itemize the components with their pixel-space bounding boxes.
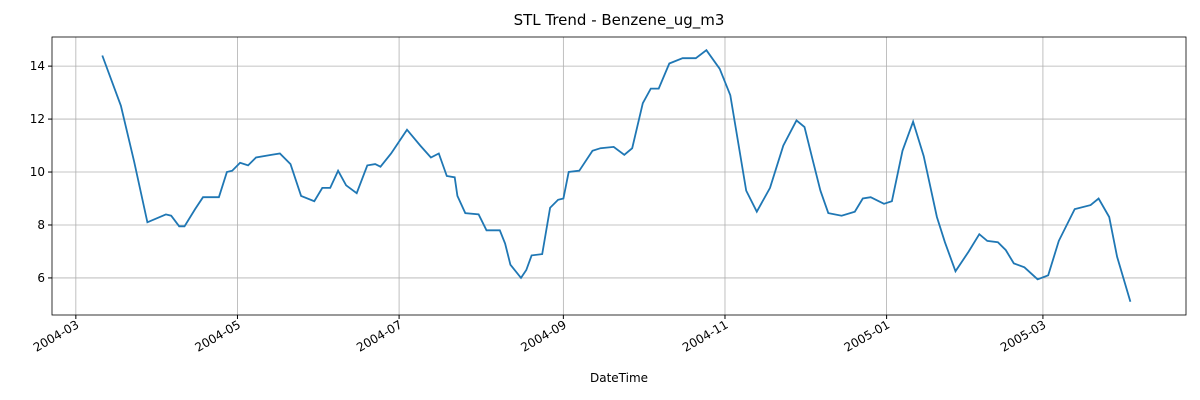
y-tick-label: 12 (30, 112, 45, 126)
x-tick-label: 2005-03 (998, 317, 1048, 354)
trend-line (101, 48, 1132, 303)
x-tick-label: 2005-01 (842, 317, 892, 354)
y-tick-label: 6 (37, 271, 45, 285)
y-tick-label: 14 (30, 59, 45, 73)
x-tick-label: 2004-05 (193, 317, 243, 354)
y-tick-label: 8 (37, 218, 45, 232)
x-tick-label: 2004-07 (354, 317, 404, 354)
plot-frame (51, 36, 1187, 316)
chart-title: STL Trend - Benzene_ug_m3 (514, 11, 725, 30)
x-tick-label: 2004-11 (680, 317, 730, 354)
x-axis-label: DateTime (590, 371, 648, 385)
y-tick-label: 10 (30, 165, 45, 179)
x-tick-label: 2004-09 (518, 317, 568, 354)
x-tick-label: 2004-03 (31, 317, 81, 354)
